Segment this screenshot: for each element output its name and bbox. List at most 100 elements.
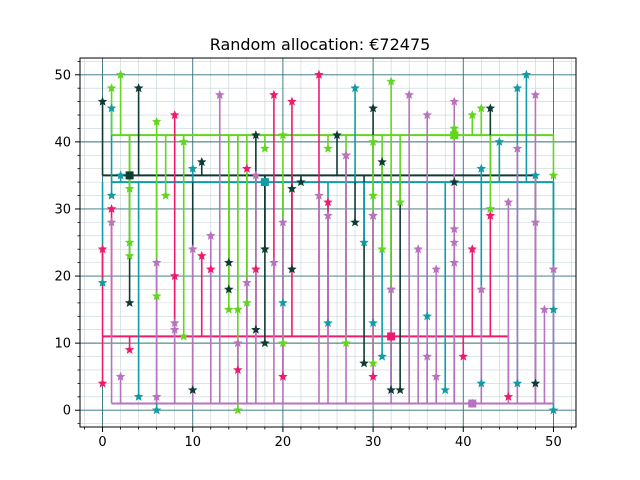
series-0-point bbox=[296, 177, 306, 187]
series-1-point bbox=[476, 378, 487, 388]
y-tick-label: 30 bbox=[54, 202, 71, 217]
series-2-point bbox=[269, 89, 279, 99]
series-4-point bbox=[314, 190, 324, 200]
series-0-point bbox=[332, 130, 342, 140]
series-1-point bbox=[106, 103, 117, 113]
series-2-point bbox=[323, 197, 333, 207]
y-tick-label: 20 bbox=[54, 270, 71, 285]
series-0-point bbox=[97, 96, 108, 106]
series-0-point bbox=[485, 103, 496, 113]
series-2-point bbox=[467, 244, 478, 254]
series-0-point bbox=[251, 130, 261, 140]
series-4-point bbox=[233, 338, 243, 348]
series-2-point bbox=[314, 69, 324, 79]
series-3-point bbox=[485, 203, 496, 213]
series-2-point bbox=[503, 391, 514, 401]
series-4-point bbox=[251, 170, 261, 180]
series-3-point bbox=[395, 197, 405, 207]
series-4-point bbox=[269, 257, 279, 267]
x-tick-label: 40 bbox=[455, 435, 472, 450]
x-axis: 0 10 20 30 40 50 bbox=[84, 427, 572, 450]
series-4-point bbox=[115, 371, 126, 381]
series-4-point bbox=[449, 257, 460, 267]
series-1-point bbox=[548, 405, 559, 415]
series-1-point bbox=[494, 136, 505, 146]
series-3-point bbox=[278, 338, 288, 348]
y-tick-label: 10 bbox=[54, 337, 71, 352]
series-1-point bbox=[260, 177, 270, 187]
series-4-point bbox=[151, 391, 162, 401]
series-2-point bbox=[485, 210, 496, 220]
series-0-point bbox=[368, 103, 378, 113]
series-3-point bbox=[449, 130, 460, 140]
y-tick-label: 50 bbox=[54, 68, 71, 83]
series-2-point bbox=[287, 96, 297, 106]
series-1-point bbox=[115, 170, 126, 180]
series-3-point bbox=[124, 237, 135, 247]
series-0-point bbox=[196, 156, 207, 167]
series-3-point bbox=[242, 297, 252, 307]
series-0-point bbox=[350, 217, 360, 227]
series-1-point bbox=[187, 163, 198, 173]
series-2-point bbox=[251, 264, 261, 274]
series-3-point bbox=[106, 83, 117, 93]
series-3-point bbox=[368, 136, 378, 146]
series-1-point bbox=[476, 163, 487, 173]
series-3-point bbox=[115, 69, 126, 79]
series-4-point bbox=[512, 143, 523, 153]
series-4-point bbox=[539, 304, 550, 314]
series-0-point bbox=[260, 338, 270, 348]
series-3-point bbox=[449, 123, 460, 133]
series-4-point bbox=[278, 217, 288, 227]
series-4-point bbox=[530, 89, 541, 99]
series-2-point bbox=[242, 163, 252, 173]
series-2-point bbox=[169, 271, 180, 281]
series-4-point bbox=[169, 324, 180, 334]
series-1-point bbox=[521, 69, 532, 79]
series-1-point bbox=[377, 351, 387, 361]
series-3-point bbox=[368, 190, 378, 200]
series-0-point bbox=[359, 358, 369, 368]
series-0-hub-marker bbox=[125, 171, 134, 180]
series-1-point bbox=[323, 318, 333, 328]
chart-title: Random allocation: €72475 bbox=[210, 35, 431, 54]
series-4-point bbox=[449, 96, 460, 106]
x-tick-label: 50 bbox=[545, 435, 562, 450]
series-2-point bbox=[458, 351, 469, 361]
plot-connectors bbox=[101, 74, 555, 411]
series-4-point bbox=[368, 210, 378, 220]
series-0-point bbox=[124, 297, 135, 307]
series-3-point bbox=[233, 304, 243, 314]
series-2-point bbox=[97, 244, 108, 254]
series-2-hub-marker bbox=[387, 332, 396, 341]
series-3-point bbox=[224, 304, 234, 314]
series-3-point bbox=[386, 76, 396, 86]
series-0-point bbox=[260, 244, 270, 254]
series-0-point bbox=[224, 284, 234, 294]
plot-points bbox=[97, 69, 559, 415]
y-tick-label: 0 bbox=[63, 404, 71, 419]
series-4-point bbox=[404, 89, 414, 99]
series-0-point bbox=[287, 183, 297, 193]
series-4-point bbox=[548, 264, 559, 274]
series-2-point bbox=[97, 378, 108, 388]
series-1-point bbox=[359, 237, 369, 247]
series-3-point bbox=[377, 244, 387, 254]
x-tick-label: 30 bbox=[365, 435, 382, 450]
series-4-point bbox=[413, 244, 423, 254]
series-1-point bbox=[512, 378, 523, 388]
series-1-point bbox=[368, 318, 378, 328]
series-3-point bbox=[124, 250, 135, 260]
x-tick-label: 0 bbox=[98, 435, 106, 450]
series-1-point bbox=[512, 83, 523, 93]
x-tick-label: 20 bbox=[275, 435, 292, 450]
series-4-point bbox=[341, 150, 351, 160]
x-tick-label: 10 bbox=[184, 435, 201, 450]
series-0-point bbox=[386, 385, 396, 395]
series-3-point bbox=[233, 405, 243, 415]
series-2-point bbox=[206, 264, 216, 274]
series-1-point bbox=[350, 83, 360, 93]
series-1-point bbox=[440, 385, 450, 395]
y-axis: 0 10 20 30 40 50 bbox=[54, 60, 80, 425]
series-4-point bbox=[422, 110, 432, 120]
